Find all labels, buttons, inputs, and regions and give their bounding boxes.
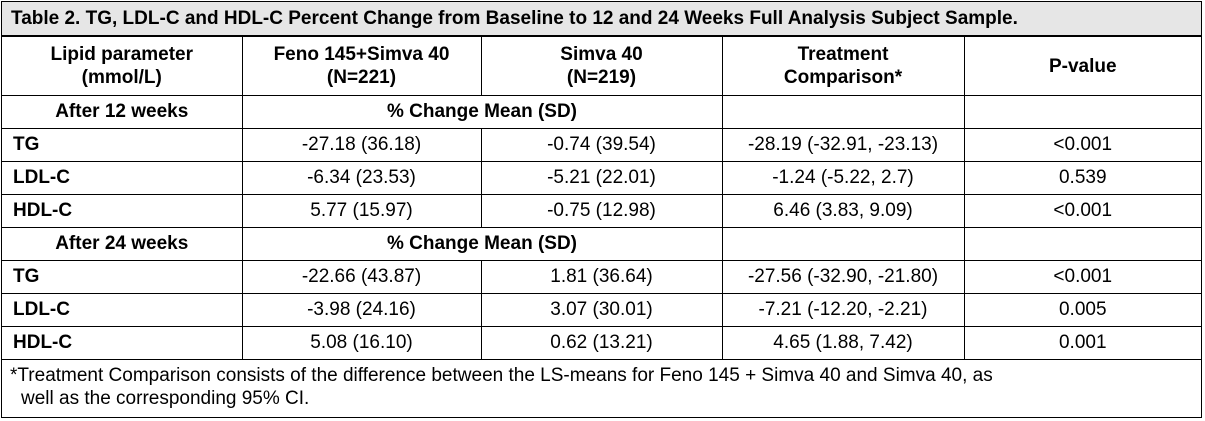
table-title: Table 2. TG, LDL-C and HDL-C Percent Cha… (2, 2, 1201, 36)
comparison-cell: 6.46 (3.83, 9.09) (721, 194, 965, 228)
comparison-cell: -27.56 (-32.90, -21.80) (721, 260, 965, 294)
simva-cell: -0.74 (39.54) (480, 128, 723, 162)
footnote-line-2: well as the corresponding 95% CI. (21, 388, 310, 409)
feno-cell: 5.77 (15.97) (241, 194, 482, 228)
param-cell: LDL-C (2, 161, 243, 195)
section-row-12-weeks: After 12 weeks % Change Mean (SD) (2, 95, 1201, 129)
feno-cell: -27.18 (36.18) (241, 128, 482, 162)
feno-cell: -6.34 (23.53) (241, 161, 482, 195)
feno-cell: -3.98 (24.16) (241, 293, 482, 327)
section-subheader: % Change Mean (SD) (241, 95, 723, 129)
simva-cell: 3.07 (30.01) (480, 293, 723, 327)
feno-cell: -22.66 (43.87) (241, 260, 482, 294)
empty-cell (721, 95, 965, 129)
section-subheader: % Change Mean (SD) (241, 227, 723, 261)
feno-cell: 5.08 (16.10) (241, 326, 482, 360)
comparison-cell: 4.65 (1.88, 7.42) (721, 326, 965, 360)
param-cell: TG (2, 128, 243, 162)
p-value-cell: <0.001 (963, 260, 1201, 294)
header-row: Lipid parameter (mmol/L) Feno 145+Simva 4… (2, 36, 1201, 96)
param-cell: HDL-C (2, 194, 243, 228)
empty-cell (721, 227, 965, 261)
comparison-cell: -1.24 (-5.22, 2.7) (721, 161, 965, 195)
table-row: LDL-C -6.34 (23.53) -5.21 (22.01) -1.24 … (2, 161, 1201, 195)
p-value-cell: 0.005 (963, 293, 1201, 327)
simva-cell: -0.75 (12.98) (480, 194, 723, 228)
section-label: After 12 weeks (2, 95, 243, 129)
p-value-cell: 0.001 (963, 326, 1201, 360)
simva-cell: -5.21 (22.01) (480, 161, 723, 195)
table-row: TG -22.66 (43.87) 1.81 (36.64) -27.56 (-… (2, 260, 1201, 294)
param-cell: HDL-C (2, 326, 243, 360)
header-simva: Simva 40 (N=219) (480, 36, 723, 96)
param-cell: LDL-C (2, 293, 243, 327)
empty-cell (963, 227, 1201, 261)
table-row: TG -27.18 (36.18) -0.74 (39.54) -28.19 (… (2, 128, 1201, 162)
table-row: HDL-C 5.08 (16.10) 0.62 (13.21) 4.65 (1.… (2, 326, 1201, 360)
header-feno-simva: Feno 145+Simva 40 (N=221) (241, 36, 482, 96)
empty-cell (963, 95, 1201, 129)
header-treatment-comparison: Treatment Comparison* (721, 36, 965, 96)
table-row: LDL-C -3.98 (24.16) 3.07 (30.01) -7.21 (… (2, 293, 1201, 327)
comparison-cell: -28.19 (-32.91, -23.13) (721, 128, 965, 162)
simva-cell: 1.81 (36.64) (480, 260, 723, 294)
footnote: *Treatment Comparison consists of the di… (2, 360, 1201, 410)
param-cell: TG (2, 260, 243, 294)
table-row: HDL-C 5.77 (15.97) -0.75 (12.98) 6.46 (3… (2, 194, 1201, 228)
p-value-cell: 0.539 (963, 161, 1201, 195)
section-label: After 24 weeks (2, 227, 243, 261)
section-row-24-weeks: After 24 weeks % Change Mean (SD) (2, 227, 1201, 261)
lipid-table: Lipid parameter (mmol/L) Feno 145+Simva 4… (2, 36, 1201, 360)
simva-cell: 0.62 (13.21) (480, 326, 723, 360)
header-p-value: P-value (963, 36, 1201, 96)
p-value-cell: <0.001 (963, 128, 1201, 162)
header-lipid-parameter: Lipid parameter (mmol/L) (2, 36, 243, 96)
comparison-cell: -7.21 (-12.20, -2.21) (721, 293, 965, 327)
footnote-line-1: *Treatment Comparison consists of the di… (10, 365, 993, 386)
p-value-cell: <0.001 (963, 194, 1201, 228)
